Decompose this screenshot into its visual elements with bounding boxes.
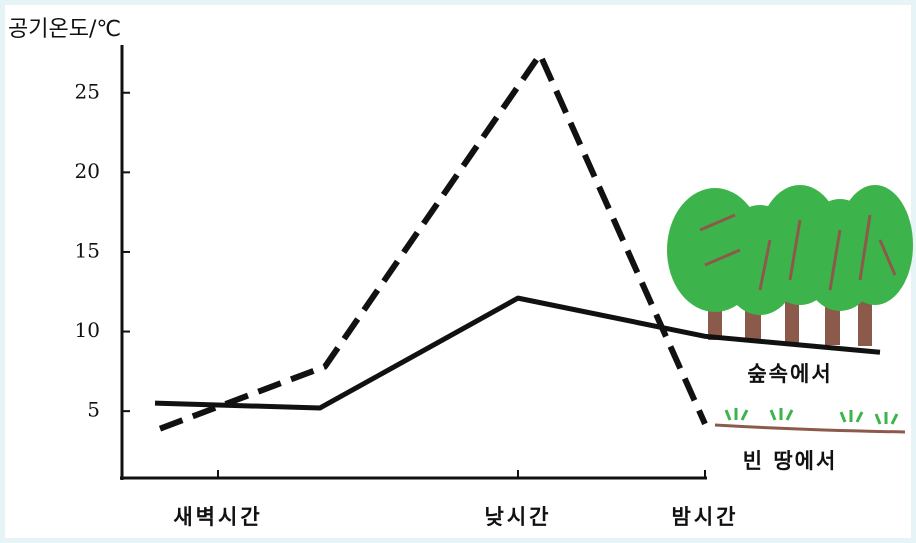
chart-title: 공기온도/℃ (8, 17, 121, 42)
y-tick-label: 15 (75, 238, 100, 262)
x-tick-label: 밤시간 (672, 505, 739, 529)
bare-ground (714, 408, 906, 434)
x-tick-label: 새벽시간 (173, 505, 262, 529)
y-tick-label: 10 (75, 318, 100, 342)
forest (667, 185, 913, 346)
series-line (154, 295, 881, 411)
legend-label: 숲속에서 (747, 362, 832, 386)
y-tick-label: 25 (75, 79, 100, 103)
y-tick-label: 20 (75, 159, 100, 183)
series-line (158, 51, 708, 432)
x-tick-label: 낮시간 (485, 505, 552, 529)
y-tick-label: 5 (87, 398, 100, 422)
legend-label: 빈 땅에서 (743, 449, 838, 473)
